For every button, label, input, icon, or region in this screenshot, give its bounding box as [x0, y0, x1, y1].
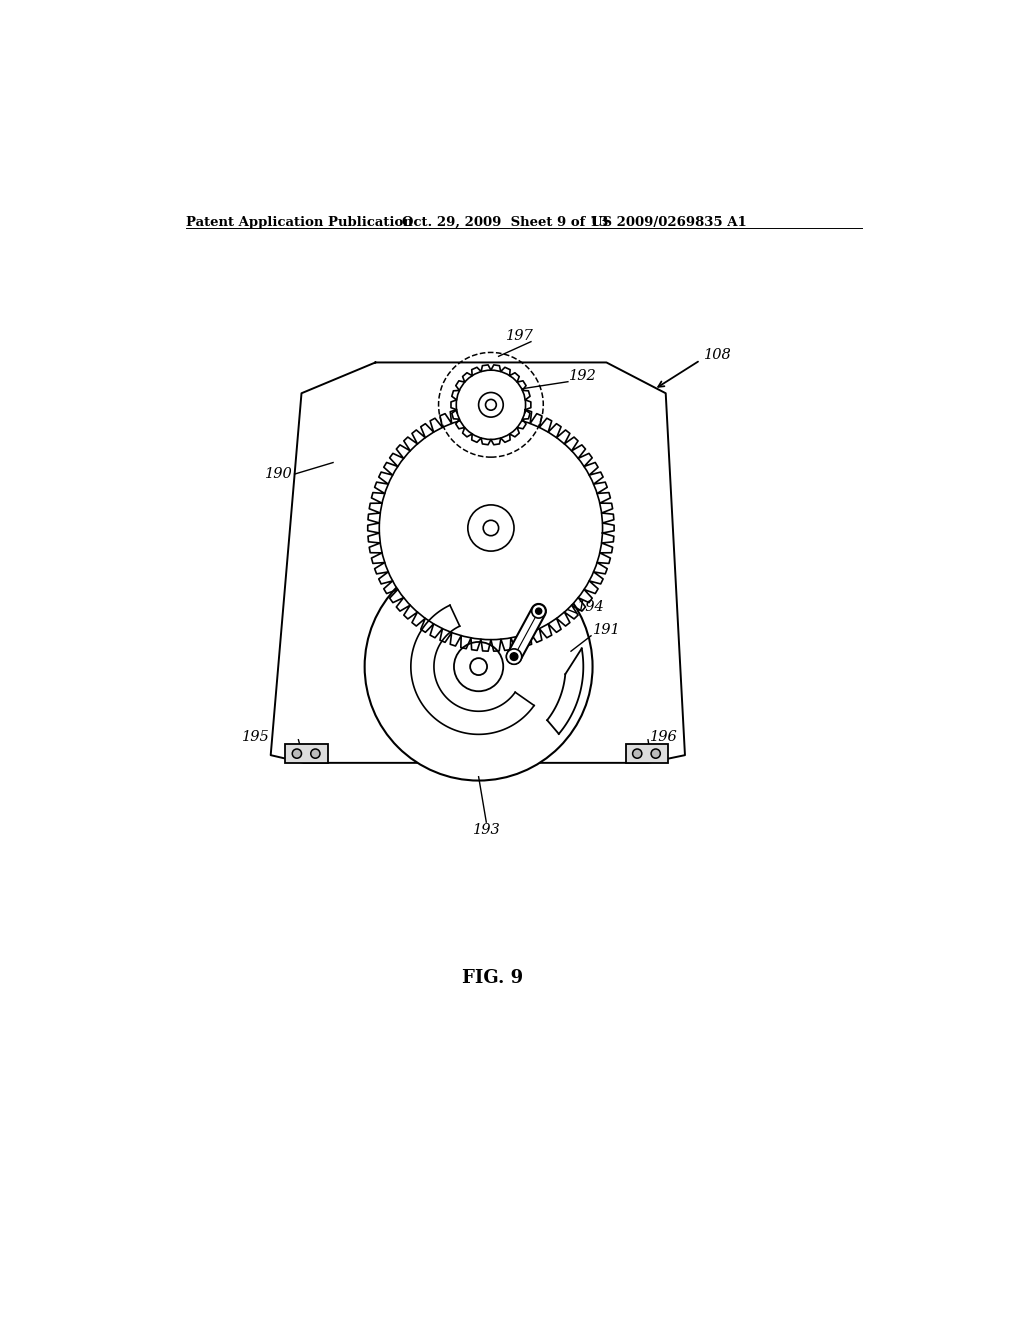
Bar: [626, 744, 668, 763]
Text: US 2009/0269835 A1: US 2009/0269835 A1: [591, 216, 746, 230]
Circle shape: [379, 416, 602, 640]
Text: 194: 194: [578, 601, 605, 614]
Circle shape: [531, 605, 546, 618]
Circle shape: [292, 748, 301, 758]
Circle shape: [651, 748, 660, 758]
Circle shape: [633, 748, 642, 758]
Text: 190: 190: [265, 467, 293, 480]
Text: 196: 196: [650, 730, 678, 744]
Text: 191: 191: [593, 623, 621, 638]
Circle shape: [457, 370, 525, 440]
Circle shape: [510, 653, 518, 660]
Text: 192: 192: [569, 370, 597, 383]
Circle shape: [365, 553, 593, 780]
Text: Oct. 29, 2009  Sheet 9 of 13: Oct. 29, 2009 Sheet 9 of 13: [401, 216, 608, 230]
Text: Patent Application Publication: Patent Application Publication: [186, 216, 413, 230]
Circle shape: [536, 609, 542, 614]
Text: 197: 197: [506, 329, 535, 342]
Text: FIG. 9: FIG. 9: [462, 969, 523, 987]
Circle shape: [310, 748, 319, 758]
Text: 108: 108: [705, 347, 732, 362]
Text: 195: 195: [243, 730, 270, 744]
Bar: [286, 744, 328, 763]
Text: 193: 193: [473, 822, 501, 837]
Circle shape: [506, 649, 521, 664]
